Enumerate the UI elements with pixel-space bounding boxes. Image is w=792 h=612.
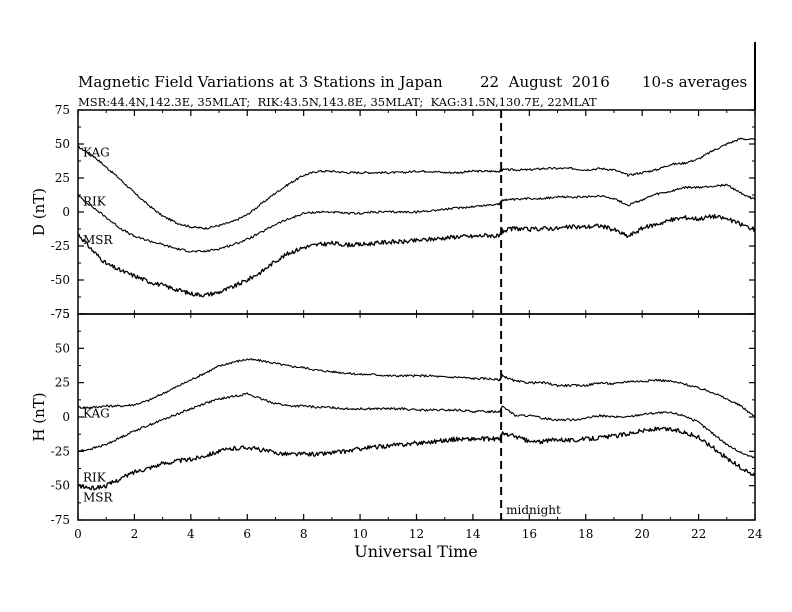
- series-line-rik: [77, 183, 756, 253]
- panel-0: 75 50 25 0 -25 -50 -75 D (nT) KAG RIK MSR: [30, 103, 756, 321]
- x-tick-label: 2: [131, 527, 139, 541]
- x-tick-label: 0: [74, 527, 82, 541]
- series-line-rik: [77, 392, 756, 459]
- midnight-label: midnight: [506, 503, 561, 517]
- y-tick-label: 75: [55, 307, 70, 321]
- y-tick-label: -25: [51, 239, 70, 253]
- y-tick-label: -75: [51, 513, 70, 527]
- x-tick-label: 4: [187, 527, 195, 541]
- series-label-kag: KAG: [83, 406, 110, 420]
- series-label-rik: RIK: [83, 470, 107, 484]
- y-tick-label: 0: [62, 205, 70, 219]
- series-line-kag: [77, 137, 756, 230]
- y-tick-label: 50: [55, 137, 70, 151]
- x-tick-label: 12: [409, 527, 424, 541]
- x-tick-label: 18: [578, 527, 593, 541]
- y-axis-title: D (nT): [30, 188, 48, 236]
- x-tick-label: 8: [300, 527, 308, 541]
- x-axis-title: Universal Time: [354, 542, 477, 561]
- y-tick-label: -25: [51, 444, 70, 458]
- x-tick-label: 6: [243, 527, 251, 541]
- y-axis-title: H (nT): [30, 392, 48, 441]
- y-tick-label: -50: [51, 273, 70, 287]
- y-tick-label: -75: [51, 307, 70, 321]
- y-tick-label: 25: [55, 376, 70, 390]
- chart-averaging: 10-s averages: [642, 73, 747, 91]
- panel-1: 75 50 25 0 -25 -50 -75 H (nT) KAG RIK MSR: [30, 307, 756, 527]
- series-label-kag: KAG: [83, 146, 110, 160]
- chart-title: Magnetic Field Variations at 3 Stations …: [78, 73, 443, 91]
- x-tick-label: 20: [635, 527, 650, 541]
- panels: 75 50 25 0 -25 -50 -75 D (nT) KAG RIK MSR 75 50 25 0 -2…: [30, 103, 756, 527]
- chart-date: 22 August 2016: [480, 73, 610, 91]
- x-tick-label: 16: [522, 527, 537, 541]
- series-line-kag: [77, 358, 756, 418]
- y-tick-label: -50: [51, 479, 70, 493]
- x-tick-label: 24: [747, 527, 763, 541]
- x-tick-label: 14: [465, 527, 481, 541]
- panel-frame: [77, 313, 756, 521]
- y-tick-label: 50: [55, 341, 70, 355]
- x-tick-label: 22: [691, 527, 706, 541]
- x-tick-label: 10: [352, 527, 367, 541]
- series-label-rik: RIK: [83, 195, 107, 209]
- series-line-msr: [77, 426, 756, 491]
- y-tick-label: 25: [55, 171, 70, 185]
- series-label-msr: MSR: [83, 491, 114, 505]
- y-tick-label: 0: [62, 410, 70, 424]
- station-coordinates: MSR:44.4N,142.3E, 35MLAT; RIK:43.5N,143.…: [78, 95, 597, 109]
- x-axis: 0 2 4 6 8 10 12 14 16 18 20 22 24: [74, 110, 763, 541]
- series-label-msr: MSR: [83, 233, 114, 247]
- series-line-msr: [77, 214, 756, 298]
- y-tick-label: 75: [55, 103, 70, 117]
